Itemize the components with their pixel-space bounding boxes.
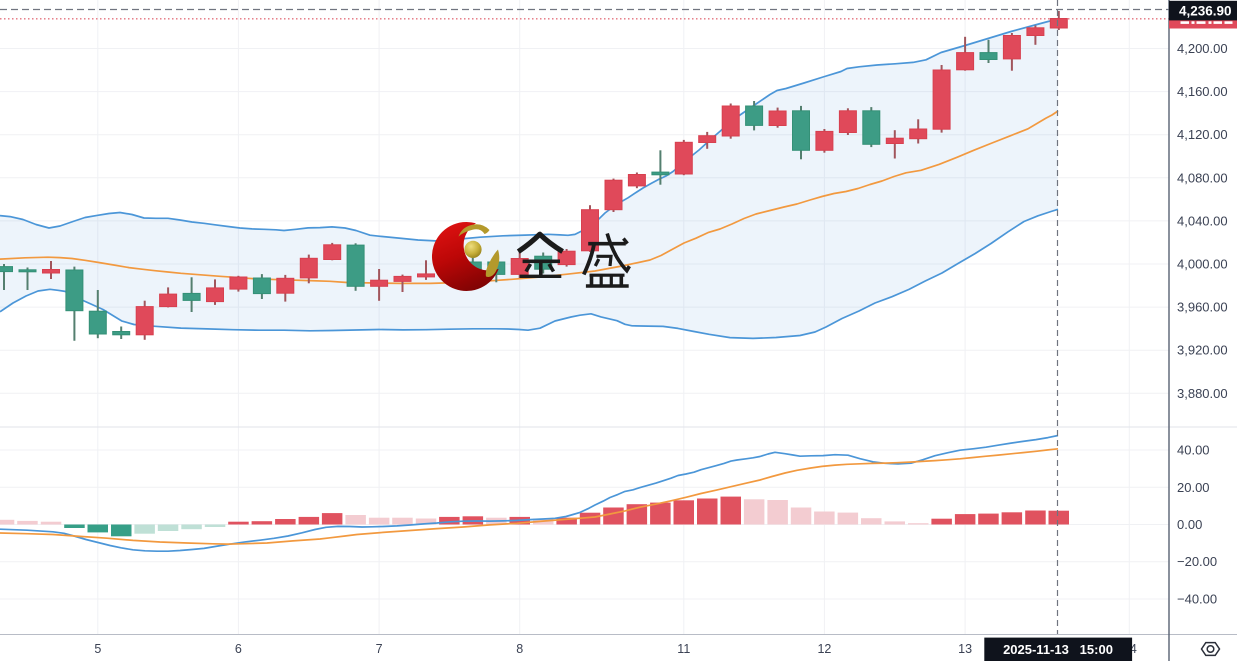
svg-text:4,040.00: 4,040.00 xyxy=(1177,213,1228,228)
svg-text:4,160.00: 4,160.00 xyxy=(1177,84,1228,99)
svg-text:4,080.00: 4,080.00 xyxy=(1177,170,1228,185)
svg-text:3,880.00: 3,880.00 xyxy=(1177,386,1228,401)
svg-text:−20.00: −20.00 xyxy=(1177,554,1217,569)
svg-text:11: 11 xyxy=(677,642,690,656)
svg-text:13: 13 xyxy=(958,642,972,656)
svg-text:40.00: 40.00 xyxy=(1177,443,1210,458)
svg-text:4,120.00: 4,120.00 xyxy=(1177,127,1228,142)
svg-text:20.00: 20.00 xyxy=(1177,480,1210,495)
svg-text:6: 6 xyxy=(235,642,242,656)
svg-text:5: 5 xyxy=(94,642,101,656)
svg-text:12: 12 xyxy=(817,642,831,656)
svg-text:7: 7 xyxy=(376,642,383,656)
svg-text:3,960.00: 3,960.00 xyxy=(1177,300,1228,315)
svg-text:2025-11-13 15:00: 2025-11-13 15:00 xyxy=(1003,642,1113,657)
svg-text:8: 8 xyxy=(516,642,523,656)
svg-text:3,920.00: 3,920.00 xyxy=(1177,343,1228,358)
svg-text:−40.00: −40.00 xyxy=(1177,592,1217,607)
svg-text:4,200.00: 4,200.00 xyxy=(1177,41,1228,56)
svg-text:4,000.00: 4,000.00 xyxy=(1177,257,1228,272)
svg-text:4,236.90: 4,236.90 xyxy=(1179,4,1232,19)
svg-text:0.00: 0.00 xyxy=(1177,517,1202,532)
